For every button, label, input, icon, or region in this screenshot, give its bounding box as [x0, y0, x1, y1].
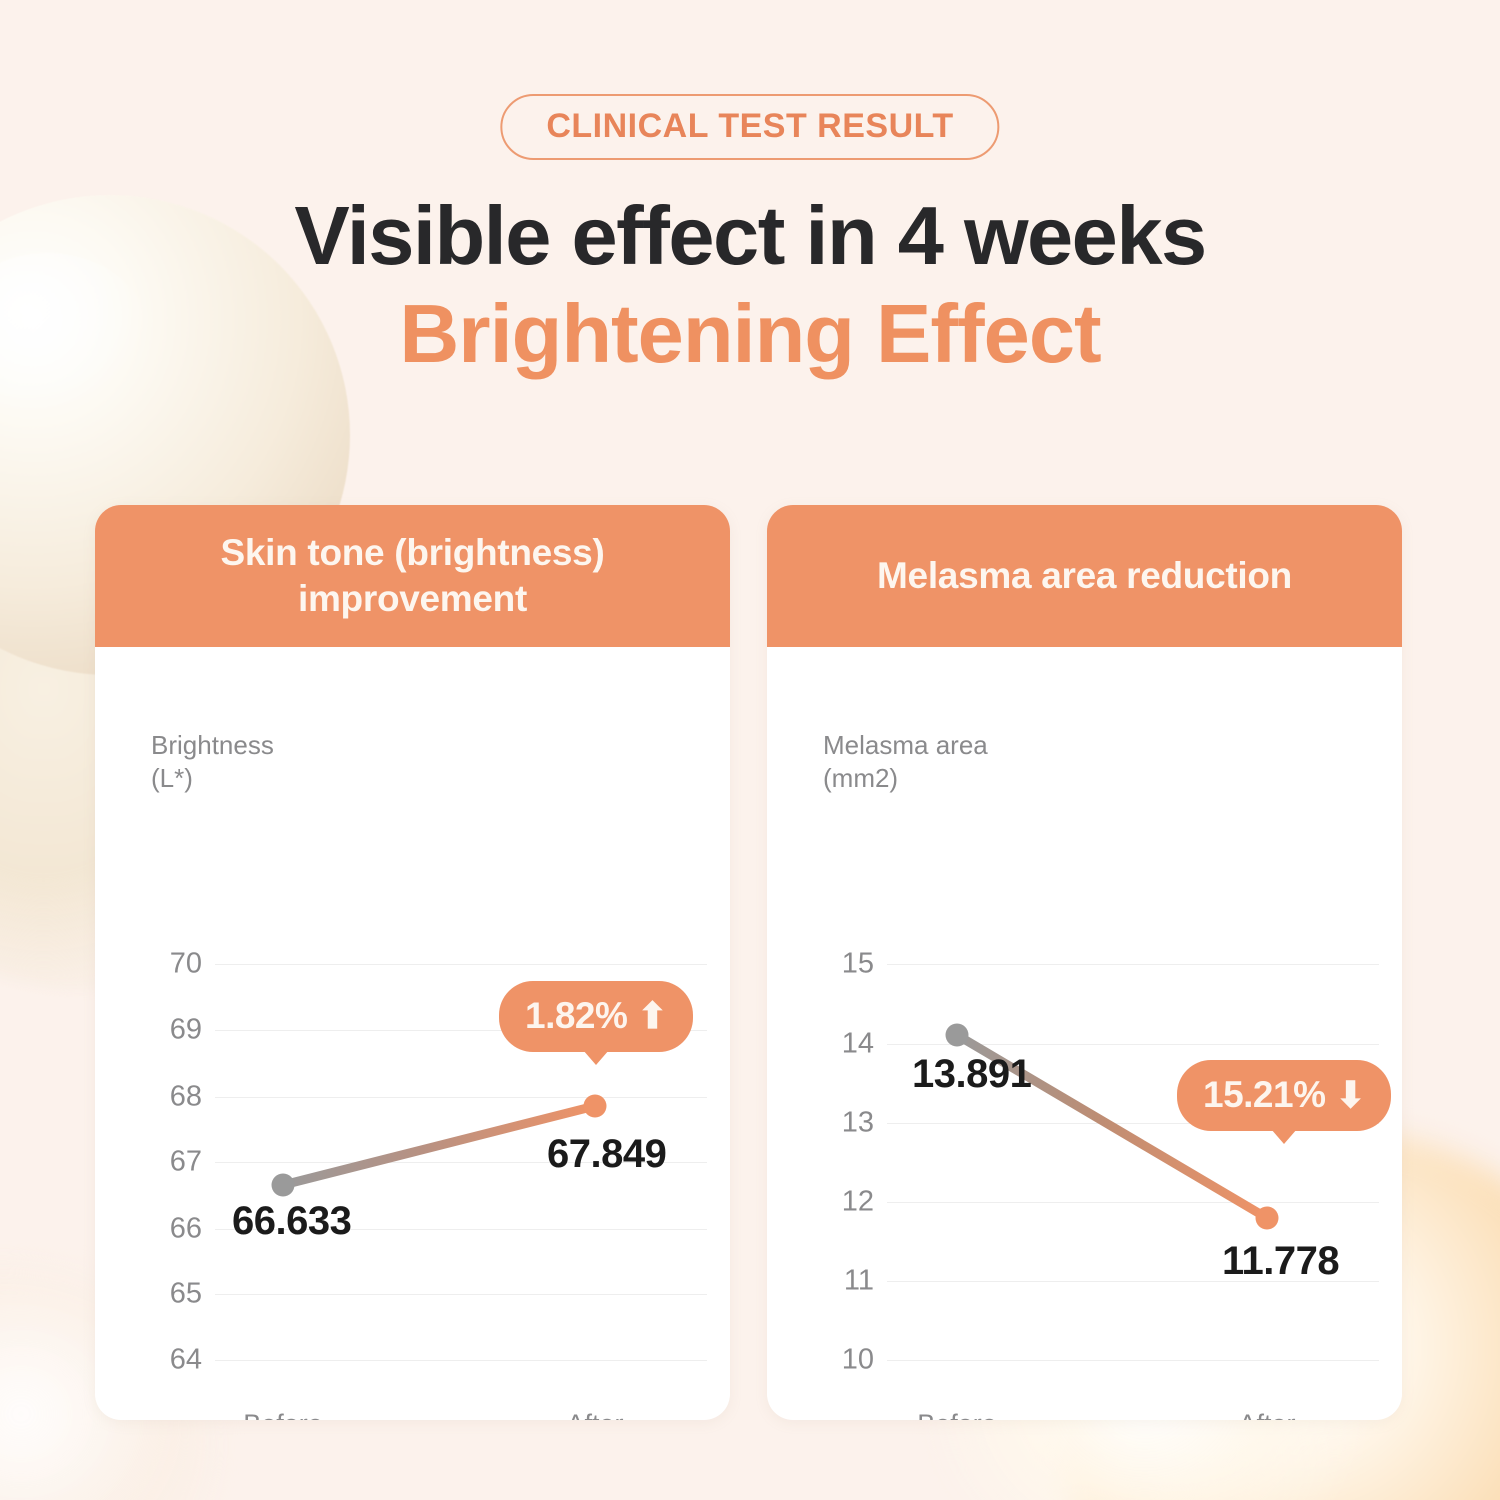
value-label-before: 13.891: [912, 1052, 1032, 1096]
x-axis-label-after: After 4 weeks of use: [1200, 1407, 1335, 1420]
value-label-after: 11.778: [1222, 1239, 1340, 1283]
value-label-after: 67.849: [547, 1132, 667, 1176]
gridline: [887, 964, 1379, 965]
y-tick-label: 69: [169, 1013, 202, 1046]
page-title: Visible effect in 4 weeks: [294, 189, 1207, 282]
line-series-melasma: [952, 1030, 1272, 1223]
delta-badge-increase: 1.82% ⬆: [499, 981, 694, 1052]
y-axis-title-brightness: Brightness (L*): [151, 730, 274, 794]
gridline: [215, 964, 707, 965]
gridline: [215, 1294, 707, 1295]
gridline: [887, 1044, 1379, 1045]
y-axis-title-melasma: Melasma area (mm2): [823, 730, 988, 794]
delta-percent-text: 15.21%: [1203, 1074, 1326, 1115]
y-tick-label: 10: [841, 1343, 874, 1376]
line-series-skin-tone: [278, 1101, 600, 1190]
gridline: [887, 1123, 1379, 1124]
data-point-before: [271, 1173, 295, 1197]
gridline: [887, 1202, 1379, 1203]
card-skin-tone-brightness: Skin tone (brightness) improvement Brigh…: [95, 505, 730, 1420]
card-melasma-area: Melasma area reduction Melasma area (mm2…: [767, 505, 1402, 1420]
gridline: [215, 1097, 707, 1098]
gridline: [215, 1030, 707, 1031]
y-tick-label: 68: [169, 1080, 202, 1113]
card-title-melasma: Melasma area reduction: [767, 505, 1402, 647]
arrow-up-icon: ⬆: [637, 994, 668, 1036]
value-label-before: 66.633: [232, 1199, 352, 1243]
arrow-down-icon: ⬇: [1335, 1073, 1366, 1115]
gridline: [887, 1360, 1379, 1361]
gridline: [215, 1360, 707, 1361]
y-tick-label: 14: [841, 1027, 874, 1060]
y-tick-label: 65: [169, 1277, 202, 1310]
x-axis-label-before: Before use: [917, 1407, 997, 1420]
chart-melasma: 15 14 13 12 11 10: [767, 647, 1402, 1420]
y-tick-label: 67: [169, 1145, 202, 1178]
y-tick-label: 15: [841, 947, 874, 980]
data-point-before: [945, 1023, 969, 1047]
card-body-skin-tone: Brightness (L*) 70 69 68 67 66 65 64: [95, 647, 730, 1420]
data-point-after: [1255, 1206, 1279, 1230]
y-tick-label: 64: [169, 1343, 202, 1376]
card-title-skin-tone: Skin tone (brightness) improvement: [95, 505, 730, 647]
delta-percent-text: 1.82%: [525, 995, 628, 1036]
x-axis-label-after: After 4 weeks of use: [528, 1407, 663, 1420]
clinical-test-result-badge: CLINICAL TEST RESULT: [500, 94, 1000, 160]
gridline: [215, 1229, 707, 1230]
page-subtitle: Brightening Effect: [399, 287, 1101, 380]
y-tick-label: 11: [843, 1264, 874, 1297]
card-body-melasma: Melasma area (mm2) 15 14 13 12 11 10: [767, 647, 1402, 1420]
y-tick-label: 66: [169, 1212, 202, 1245]
delta-badge-decrease: 15.21% ⬇: [1177, 1060, 1392, 1131]
gridline: [215, 1162, 707, 1163]
data-point-after: [583, 1094, 607, 1118]
y-tick-label: 12: [841, 1185, 874, 1218]
x-axis-label-before: Before use: [243, 1407, 323, 1420]
y-tick-label: 13: [841, 1106, 874, 1139]
y-tick-label: 70: [169, 947, 202, 980]
gridline: [887, 1281, 1379, 1282]
chart-skin-tone: 70 69 68 67 66 65 64: [95, 647, 730, 1420]
